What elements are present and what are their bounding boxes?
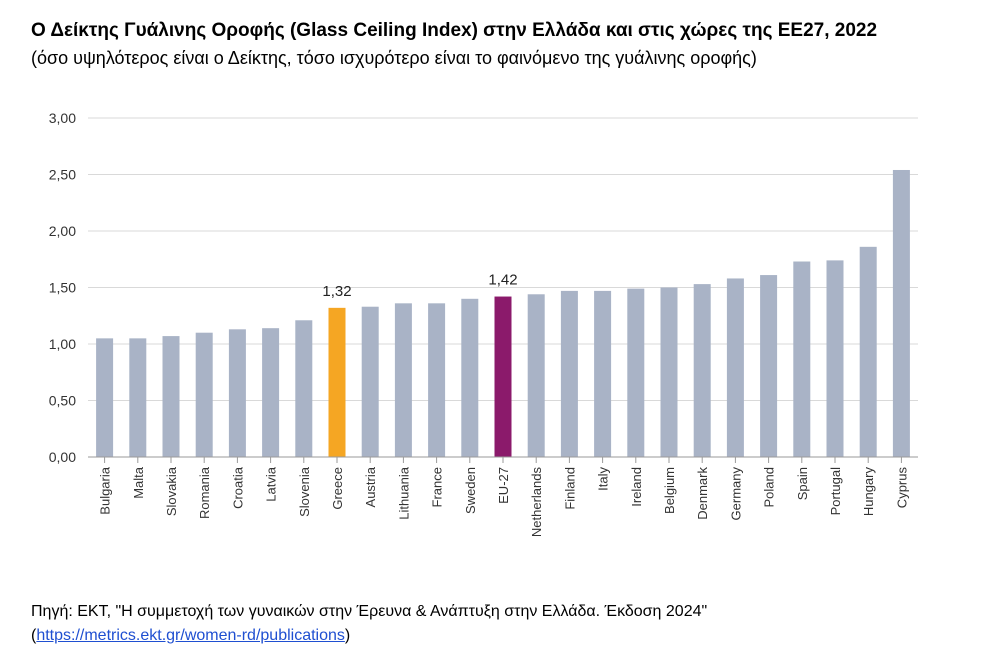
bar-france [428, 303, 446, 457]
x-tick-label: Latvia [264, 466, 279, 501]
x-tick-label: Denmark [695, 467, 710, 520]
bar-spain [793, 261, 811, 457]
source-note: Πηγή: ΕΚΤ, "Η συμμετοχή των γυναικών στη… [31, 600, 707, 648]
source-link[interactable]: https://metrics.ekt.gr/women-rd/publicat… [36, 627, 345, 644]
bar-sweden [461, 298, 479, 457]
x-tick-label: Cyprus [894, 467, 909, 509]
bar-hungary [859, 246, 877, 457]
paren-close: ) [344, 627, 351, 644]
x-tick-label: Greece [330, 467, 345, 510]
bar-slovakia [162, 336, 180, 457]
bar-latvia [262, 328, 280, 457]
bar-italy [594, 290, 612, 457]
y-tick-label: 1,00 [49, 336, 76, 352]
x-tick-label: Slovakia [164, 466, 179, 516]
x-tick-label: Hungary [861, 467, 876, 517]
bar-austria [361, 306, 379, 457]
x-tick-label: Finland [562, 467, 577, 510]
x-tick-label: Lithuania [396, 466, 411, 520]
bar-netherlands [527, 294, 545, 457]
page-subtitle: (όσο υψηλότερος είναι ο Δείκτης, τόσο ισ… [31, 48, 757, 68]
x-tick-label: Portugal [828, 467, 843, 516]
x-tick-label: Belgium [662, 467, 677, 514]
x-tick-label: Slovenia [297, 466, 312, 517]
x-tick-label: EU-27 [496, 467, 511, 504]
x-tick-label: Bulgaria [98, 466, 113, 514]
bar-malta [129, 338, 147, 457]
x-tick-label: Netherlands [529, 467, 544, 538]
y-tick-label: 0,50 [49, 393, 76, 409]
bar-poland [760, 275, 778, 457]
source-line: Πηγή: ΕΚΤ, "Η συμμετοχή των γυναικών στη… [31, 603, 708, 620]
bar-cyprus [892, 169, 910, 458]
paren-open: ( [31, 627, 37, 644]
bar-finland [560, 290, 578, 457]
bar-belgium [660, 287, 678, 457]
y-tick-label: 1,50 [49, 280, 76, 296]
x-tick-label: Croatia [230, 466, 245, 509]
x-tick-label: Poland [762, 467, 777, 507]
page-title: Ο Δείκτης Γυάλινης Οροφής (Glass Ceiling… [31, 20, 878, 41]
x-tick-label: Sweden [463, 467, 478, 514]
bar-romania [195, 332, 213, 457]
bar-germany [726, 278, 744, 457]
bar-bulgaria [96, 338, 114, 457]
bar-eu-27 [494, 296, 512, 457]
x-tick-label: France [430, 467, 445, 507]
bar-slovenia [295, 320, 313, 457]
bar-lithuania [394, 303, 412, 457]
bar-croatia [228, 329, 246, 457]
x-tick-label: Ireland [629, 467, 644, 507]
bar-denmark [693, 284, 711, 457]
bar-portugal [826, 260, 844, 457]
x-tick-label: Spain [795, 467, 810, 500]
bar-greece [328, 307, 346, 457]
x-tick-label: Romania [197, 466, 212, 519]
y-tick-label: 0,00 [49, 449, 76, 465]
y-tick-label: 2,50 [49, 167, 76, 183]
x-tick-label: Austria [363, 466, 378, 507]
x-tick-label: Italy [596, 467, 611, 491]
data-label-eu-27: 1,42 [488, 272, 517, 289]
x-tick-label: Malta [131, 466, 146, 499]
bar-ireland [627, 288, 645, 457]
y-tick-label: 3,00 [49, 110, 76, 126]
y-tick-label: 2,00 [49, 223, 76, 239]
x-tick-label: Germany [728, 467, 743, 521]
data-label-greece: 1,32 [322, 283, 351, 300]
source-link-line: (https://metrics.ekt.gr/women-rd/publica… [31, 624, 707, 648]
